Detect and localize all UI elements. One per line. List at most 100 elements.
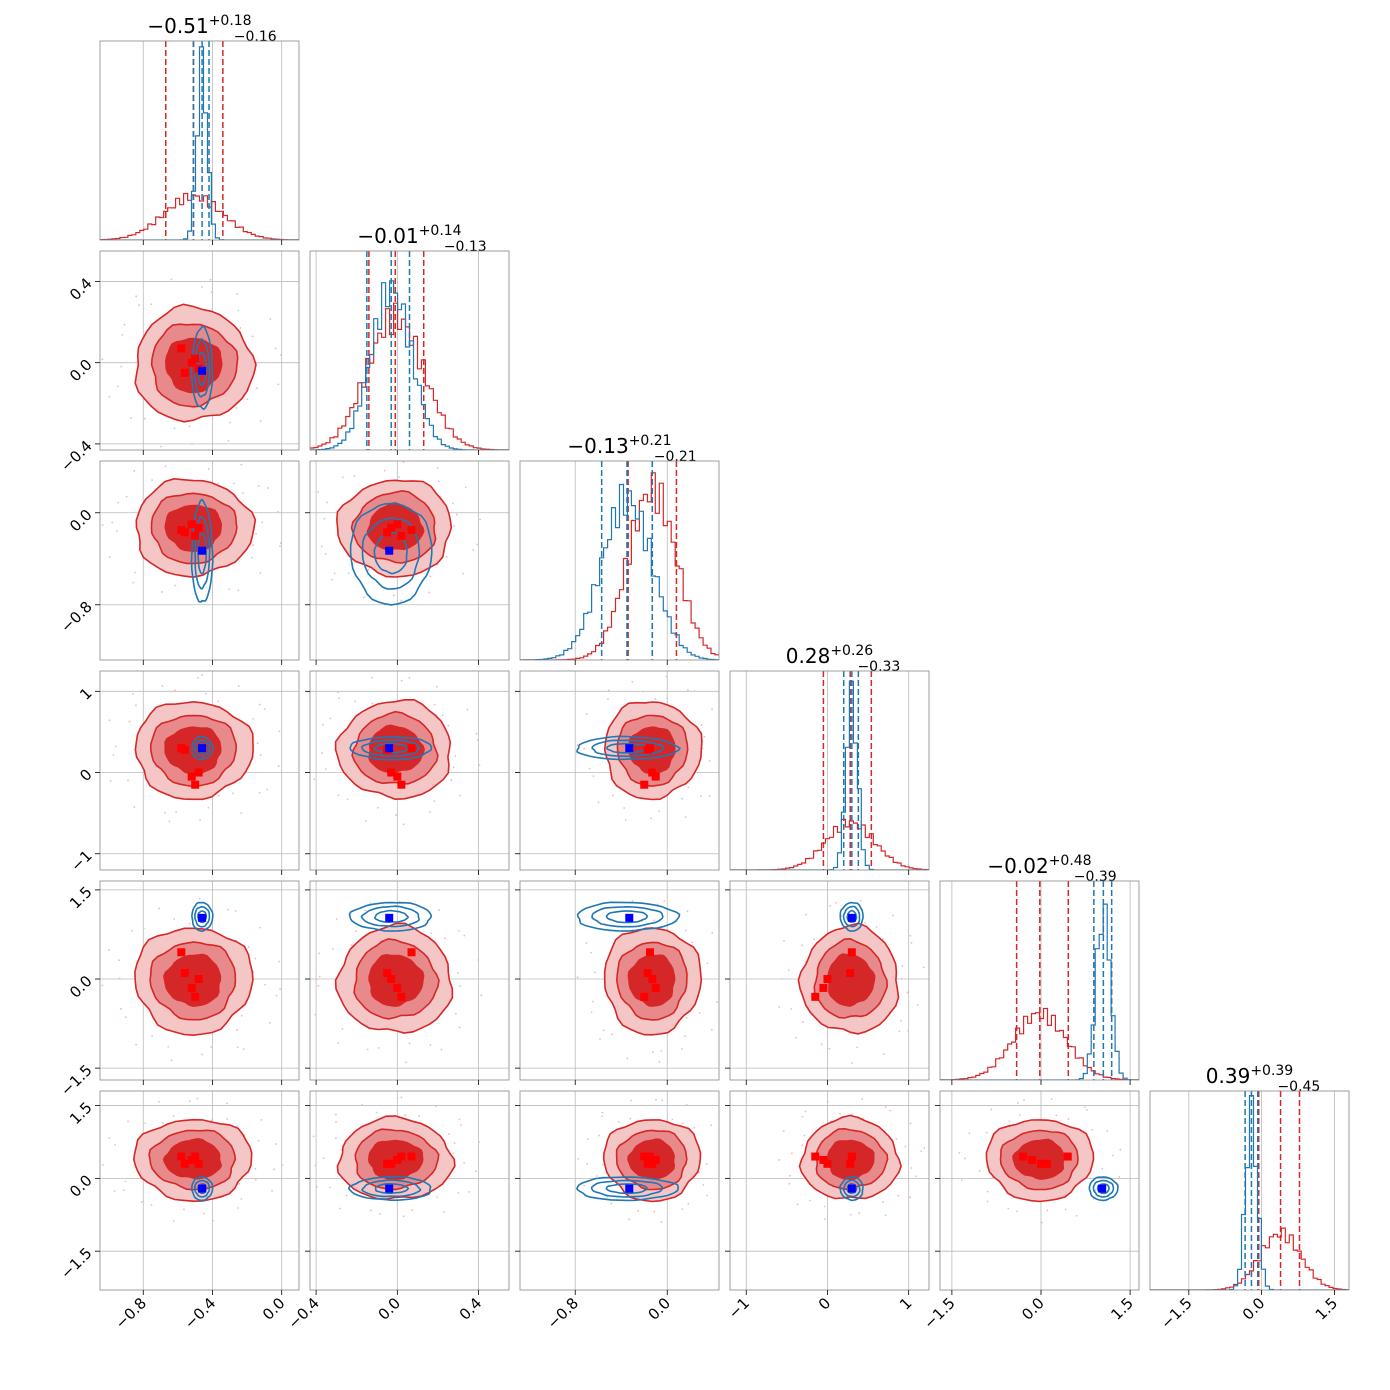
sample-point [164,465,167,468]
sample-point [882,1053,885,1055]
sample-point [802,1021,804,1024]
x-tick-label-1: 0.0 [644,1294,674,1324]
panel-content [100,671,299,870]
y-tick-label-1: 0.0 [66,356,96,386]
panel-frame [519,880,720,1081]
sample-point [240,812,243,815]
sample-point [123,323,126,326]
panel-3-0: −1 0 1 [67,670,300,875]
panel-4-3 [725,880,930,1085]
panel-content [100,41,299,240]
panel-background [730,671,929,870]
sample-point [655,1098,657,1101]
sample-point [402,1215,405,1218]
panel-content [100,1091,299,1290]
sample-point [118,977,121,980]
red-marker-4 [823,1159,832,1168]
sample-point [173,427,176,430]
sample-point [396,1097,399,1099]
sample-point [101,524,104,527]
blue-contour-0 [191,901,214,933]
red-marker-1 [180,745,189,754]
sample-point [340,1148,342,1151]
sample-point [113,1190,116,1192]
title-lower-error: −0.13 [444,239,487,255]
red-marker-1 [180,368,189,377]
red-marker-2 [187,358,196,367]
panel-5-1: −0.4 0.0 0.4 [284,1090,510,1333]
blue-contour-2 [197,1183,208,1195]
sample-point [400,1096,403,1099]
sample-point [255,387,258,390]
sample-point [210,291,213,294]
blue-contour-0 [190,498,214,603]
sample-point [108,719,111,722]
sample-point [383,469,386,472]
title-median: −0.01 [357,224,418,248]
sample-point [232,792,234,795]
sample-point [585,942,588,945]
blue-contour-1 [360,739,420,758]
sample-point [828,1047,831,1050]
red-marker-1 [383,1159,392,1168]
sample-point [456,513,458,516]
sample-point [250,556,253,559]
panel-5-4: −1.5 0.0 1.5 [920,1090,1140,1333]
sample-point [315,1186,318,1188]
sample-point [275,994,278,997]
sample-point [909,934,912,937]
sample-point [345,1194,348,1197]
sample-point [191,443,193,445]
title-upper-error: +0.14 [419,223,462,239]
blue-contour-1 [361,1179,422,1198]
sample-point [366,1048,369,1051]
sample-point [122,1189,125,1192]
sample-point [233,482,235,485]
sample-point [466,708,469,711]
sample-point [429,575,432,578]
sample-point [323,517,326,520]
red-marker-0 [847,948,856,957]
sample-point [990,1108,993,1111]
sample-point [459,794,462,797]
sample-point [227,908,229,911]
sample-point [362,596,365,599]
title-upper-error: +0.26 [830,643,873,659]
sample-point [454,755,457,758]
sample-point [653,1210,656,1213]
sample-point [595,1175,598,1177]
sample-point [306,522,308,524]
sample-point [128,720,131,723]
sample-point [463,934,466,937]
sample-point [217,700,220,703]
blue-contour-1 [590,1179,664,1198]
sample-point [650,817,652,820]
sample-point [364,820,367,822]
sample-point [335,918,338,920]
sample-point [429,811,431,814]
sample-point [108,556,111,558]
sample-point [277,383,280,386]
sample-point [612,794,614,797]
sample-point [472,549,475,551]
sample-point [687,688,689,691]
sample-point [460,1124,462,1127]
panel-3-2 [515,670,720,875]
sample-point [402,461,405,463]
sample-point [631,900,634,902]
sample-point [687,786,690,789]
sample-point [226,1102,228,1105]
sample-point [464,486,467,489]
sample-point [920,1150,923,1152]
sample-point [121,333,124,336]
sample-point [849,1213,852,1216]
sample-point [281,1163,284,1166]
panel-frame [99,880,300,1081]
sample-point [1016,1102,1019,1104]
sample-point [680,1048,683,1050]
sample-point [120,365,123,368]
sample-point [629,1117,632,1120]
sample-point [234,909,237,912]
panel-content [520,671,719,870]
